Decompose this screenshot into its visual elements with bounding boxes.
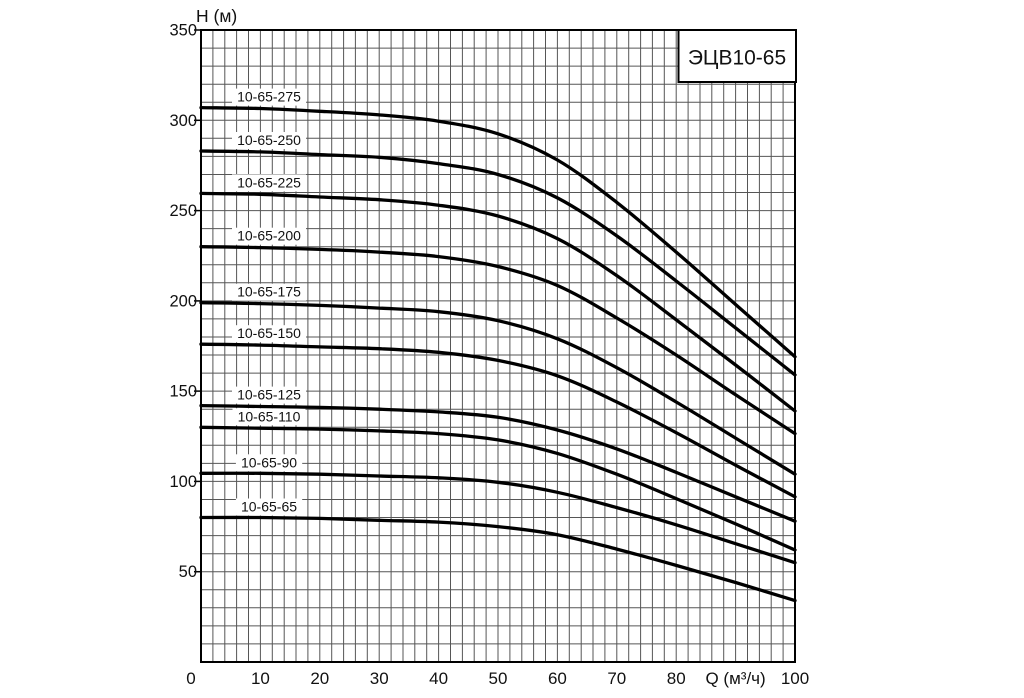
- x-axis-tick-label: 10: [251, 669, 270, 688]
- x-axis-tick-label: 50: [489, 669, 508, 688]
- curve-label-10-65-175: 10-65-175: [237, 284, 301, 300]
- curve-10-65-150: [199, 342, 797, 499]
- curve-label-box-10-65-175: [232, 283, 306, 301]
- curve-label-10-65-150: 10-65-150: [237, 325, 301, 341]
- x-axis-tick-label: 30: [370, 669, 389, 688]
- chart-title-group: ЭЦВ10-65: [677, 29, 797, 83]
- x-axis-tick-label: 60: [548, 669, 567, 688]
- curve-10-65-125: [199, 403, 797, 523]
- y-axis-title: H (м): [196, 6, 237, 26]
- plot-border: [200, 29, 796, 663]
- curve-label-10-65-65: 10-65-65: [241, 499, 297, 515]
- y-axis-tick-label: 50: [179, 563, 197, 581]
- pump-curves: [199, 105, 797, 603]
- curve-label-box-10-65-65: [235, 498, 303, 516]
- x-axis-tick-label: 40: [429, 669, 448, 688]
- curve-10-65-275: [199, 105, 797, 359]
- curve-label-box-10-65-225: [232, 174, 306, 192]
- x-axis-tick-label: 0: [186, 669, 195, 688]
- curve-label-box-10-65-90: [235, 454, 303, 472]
- curve-label-box-10-65-150: [232, 325, 306, 343]
- x-axis-tick-label: 100: [781, 669, 809, 688]
- curve-label-box-10-65-200: [232, 227, 306, 245]
- curve-label-box-10-65-110: [232, 408, 306, 426]
- curve-labels: 10-65-275 10-65-250 10-65-225 10-65-200 10-6…: [232, 88, 306, 516]
- x-axis-tick-label: 80: [667, 669, 686, 688]
- y-axis-tick-label: 200: [169, 292, 197, 310]
- x-axis-tick-label: 70: [607, 669, 626, 688]
- y-axis-tick-label: 150: [169, 383, 197, 401]
- curve-10-65-110: [199, 425, 797, 552]
- x-axis-tick-label: 20: [310, 669, 329, 688]
- curve-10-65-200: [199, 245, 797, 436]
- y-axis-tick-label: 300: [169, 112, 197, 130]
- chart-title: ЭЦВ10-65: [688, 47, 786, 70]
- curve-label-10-65-250: 10-65-250: [237, 132, 301, 148]
- curve-10-65-90: [199, 471, 797, 565]
- curve-label-10-65-110: 10-65-110: [238, 408, 301, 424]
- curve-label-box-10-65-275: [232, 88, 306, 106]
- curve-label-box-10-65-125: [232, 386, 306, 404]
- curve-label-10-65-125: 10-65-125: [237, 387, 301, 403]
- curve-10-65-65: [199, 515, 797, 603]
- y-axis-tick-label: 100: [169, 473, 197, 491]
- y-axis-tick-label: 250: [169, 202, 197, 220]
- curve-label-10-65-90: 10-65-90: [241, 454, 297, 470]
- curve-label-10-65-225: 10-65-225: [237, 174, 301, 190]
- curve-label-box-10-65-250: [232, 132, 306, 149]
- curve-10-65-225: [199, 191, 797, 413]
- curve-label-10-65-275: 10-65-275: [237, 89, 301, 105]
- curve-10-65-250: [199, 149, 797, 377]
- chart-title-box: [677, 29, 797, 83]
- curve-10-65-175: [199, 301, 797, 476]
- x-axis: 0 10 20 30 40 50 60 70 80 100 Q (м³/ч): [186, 669, 809, 688]
- y-axis-tick-label: 350: [169, 22, 197, 40]
- curve-label-10-65-200: 10-65-200: [237, 228, 301, 244]
- x-axis-title: Q (м³/ч): [705, 669, 765, 688]
